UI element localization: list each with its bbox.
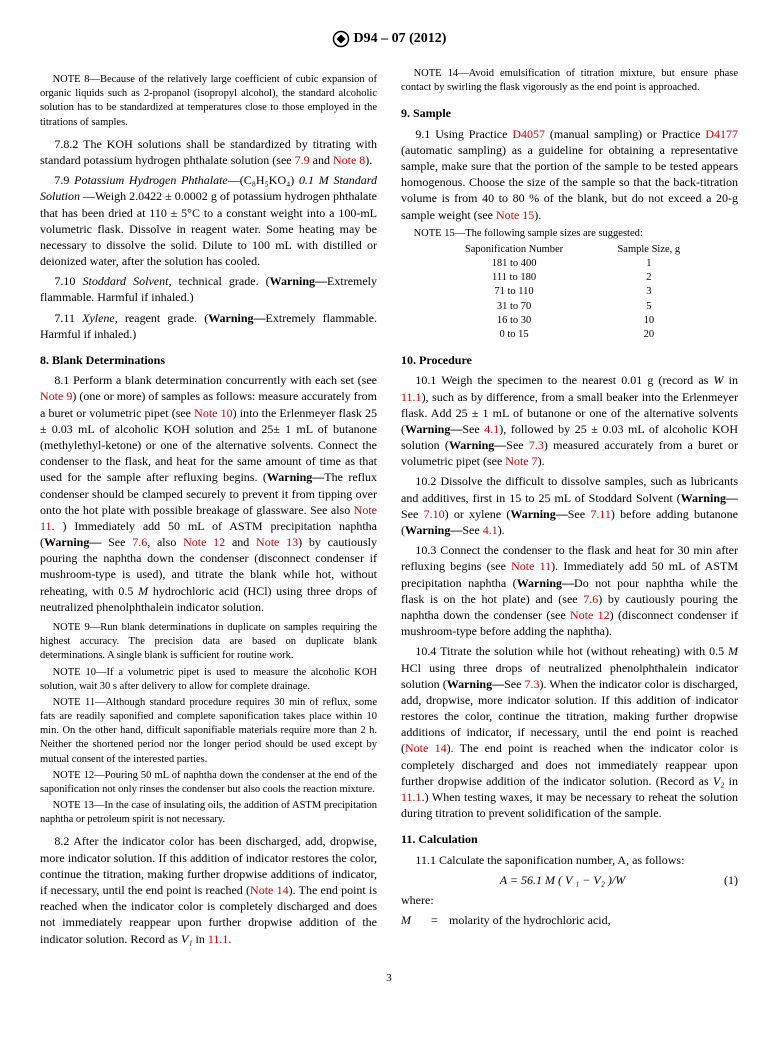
para-7-8-2: 7.8.2 The KOH solutions shall be standar… bbox=[40, 136, 377, 168]
where-label: where: bbox=[401, 892, 738, 908]
astm-logo-icon bbox=[332, 30, 350, 48]
equation-number: (1) bbox=[724, 872, 738, 888]
link-4-1[interactable]: 4.1 bbox=[484, 422, 499, 436]
table-row: 0 to 1520 bbox=[435, 328, 705, 342]
page-header: D94 – 07 (2012) bbox=[40, 30, 738, 49]
heading-10: 10. Procedure bbox=[401, 352, 738, 368]
link-note-12[interactable]: Note 12 bbox=[570, 608, 610, 622]
link-7-3[interactable]: 7.3 bbox=[529, 438, 544, 452]
table-header-row: Saponification Number Sample Size, g bbox=[435, 243, 705, 257]
link-note-8[interactable]: Note 8 bbox=[333, 153, 365, 167]
table-row: 111 to 1802 bbox=[435, 271, 705, 285]
link-7-6[interactable]: 7.6 bbox=[132, 535, 147, 549]
heading-11: 11. Calculation bbox=[401, 831, 738, 847]
note-15-label: NOTE 15—The following sample sizes are s… bbox=[401, 227, 738, 241]
note-10: NOTE 10—If a volumetric pipet is used to… bbox=[40, 666, 377, 694]
note-14: NOTE 14—Avoid emulsification of titratio… bbox=[401, 67, 738, 95]
note-9: NOTE 9—Run blank determinations in dupli… bbox=[40, 621, 377, 664]
para-8-2: 8.2 After the indicator color has been d… bbox=[40, 833, 377, 946]
link-d4057[interactable]: D4057 bbox=[512, 127, 545, 141]
link-note-15[interactable]: Note 15 bbox=[496, 208, 534, 222]
link-note-14[interactable]: Note 14 bbox=[250, 883, 289, 897]
heading-9: 9. Sample bbox=[401, 105, 738, 121]
sample-size-table: Saponification Number Sample Size, g 181… bbox=[435, 243, 705, 342]
link-note-12[interactable]: Note 12 bbox=[183, 535, 225, 549]
page-number: 3 bbox=[40, 971, 738, 986]
link-7-3[interactable]: 7.3 bbox=[524, 677, 539, 691]
two-column-body: NOTE 8—Because of the relatively large c… bbox=[40, 67, 738, 947]
link-note-11[interactable]: Note 11 bbox=[511, 559, 551, 573]
para-8-1: 8.1 Perform a blank determination concur… bbox=[40, 372, 377, 615]
para-9-1: 9.1 Using Practice D4057 (manual samplin… bbox=[401, 126, 738, 223]
note-12: NOTE 12—Pouring 50 mL of naphtha down th… bbox=[40, 769, 377, 797]
para-11-1: 11.1 Calculate the saponification number… bbox=[401, 852, 738, 868]
link-d4177[interactable]: D4177 bbox=[705, 127, 738, 141]
table-row: 181 to 4001 bbox=[435, 257, 705, 271]
col-saponification: Saponification Number bbox=[435, 243, 594, 257]
link-7-6[interactable]: 7.6 bbox=[583, 592, 598, 606]
link-note-10[interactable]: Note 10 bbox=[194, 406, 232, 420]
para-10-3: 10.3 Connect the condenser to the flask … bbox=[401, 542, 738, 639]
note-11: NOTE 11—Although standard procedure requ… bbox=[40, 696, 377, 767]
link-note-7[interactable]: Note 7 bbox=[505, 454, 537, 468]
link-note-9[interactable]: Note 9 bbox=[40, 389, 72, 403]
table-row: 16 to 3010 bbox=[435, 314, 705, 328]
link-11-1[interactable]: 11.1 bbox=[401, 390, 422, 404]
para-10-1: 10.1 Weigh the specimen to the nearest 0… bbox=[401, 372, 738, 469]
note-13: NOTE 13—In the case of insulating oils, … bbox=[40, 799, 377, 827]
para-7-9: 7.9 Potassium Hydrogen Phthalate—(C₈H₅KO… bbox=[40, 172, 377, 269]
link-4-1[interactable]: 4.1 bbox=[483, 523, 498, 537]
table-row: 71 to 1103 bbox=[435, 285, 705, 299]
para-7-11: 7.11 Xylene, reagent grade. (Warning—Ext… bbox=[40, 310, 377, 342]
link-7-9[interactable]: 7.9 bbox=[295, 153, 310, 167]
link-11-1[interactable]: 11.1 bbox=[401, 790, 422, 804]
link-7-11[interactable]: 7.11 bbox=[590, 507, 611, 521]
link-note-14[interactable]: Note 14 bbox=[405, 741, 447, 755]
para-7-10: 7.10 Stoddard Solvent, technical grade. … bbox=[40, 273, 377, 305]
link-11-1[interactable]: 11.1 bbox=[208, 932, 229, 946]
where-row-M: M = molarity of the hydrochloric acid, bbox=[401, 912, 738, 928]
note-8: NOTE 8—Because of the relatively large c… bbox=[40, 73, 377, 130]
link-note-13[interactable]: Note 13 bbox=[256, 535, 298, 549]
col-sample-size: Sample Size, g bbox=[593, 243, 704, 257]
designation: D94 – 07 (2012) bbox=[354, 31, 447, 46]
para-10-2: 10.2 Dissolve the difficult to dissolve … bbox=[401, 473, 738, 538]
table-row: 31 to 705 bbox=[435, 300, 705, 314]
link-7-10[interactable]: 7.10 bbox=[424, 507, 445, 521]
para-10-4: 10.4 Titrate the solution while hot (wit… bbox=[401, 643, 738, 821]
heading-8: 8. Blank Determinations bbox=[40, 352, 377, 368]
equation-1: A = 56.1 M ( V ₁ − V₂ )/W(1) bbox=[401, 872, 738, 888]
